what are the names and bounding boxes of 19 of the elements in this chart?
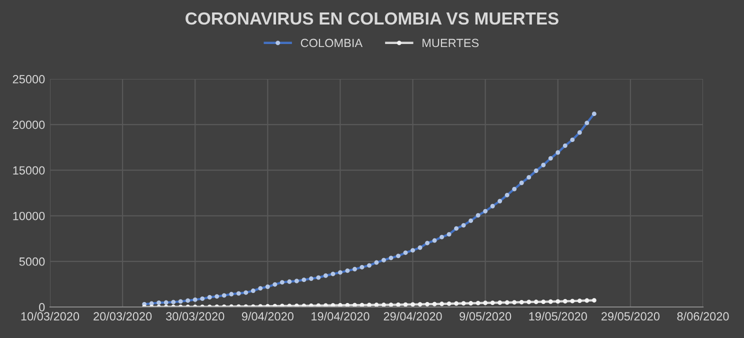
x-tick-label: 29/04/2020 [384, 312, 442, 321]
x-tick-label: 29/05/2020 [602, 312, 660, 321]
chart-title: CORONAVIRUS EN COLOMBIA VS MUERTES [186, 12, 558, 25]
y-tick-label: 10000 [13, 212, 45, 220]
y-tick-label: 15000 [13, 166, 45, 175]
y-tick-label: 20000 [12, 120, 45, 129]
y-tick-label: 5000 [19, 257, 45, 266]
legend-label: COLOMBIA [300, 38, 363, 48]
x-tick-label: 20/03/2020 [94, 312, 152, 321]
x-tick-label: 9/04/2020 [242, 312, 294, 321]
y-tick-label: 0 [39, 303, 45, 312]
x-tick-label: 30/03/2020 [166, 312, 224, 321]
x-tick-label: 9/05/2020 [460, 312, 512, 321]
legend-label: MUERTES [422, 38, 479, 48]
x-tick-label: 10/03/2020 [21, 312, 80, 321]
x-tick-label: 8/06/2020 [677, 312, 729, 321]
x-tick-label: 19/04/2020 [312, 312, 370, 321]
x-tick-label: 19/05/2020 [529, 312, 587, 321]
y-tick-label: 25000 [12, 75, 45, 84]
